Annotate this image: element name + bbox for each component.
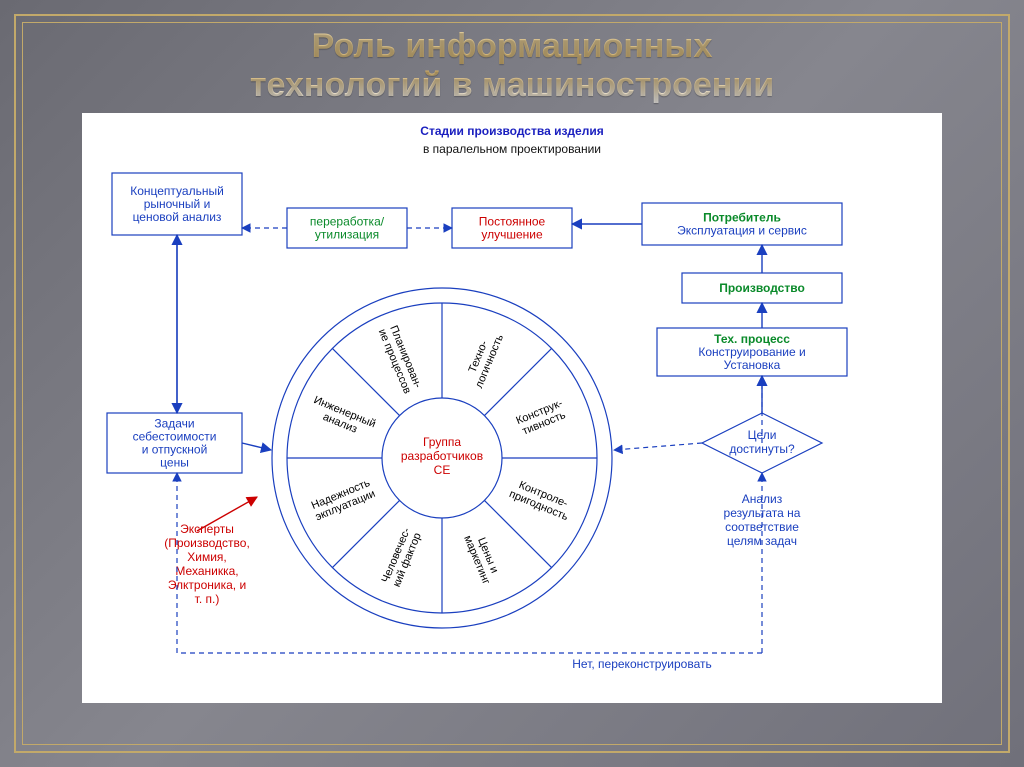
- svg-text:Конструирование и: Конструирование и: [698, 345, 805, 359]
- svg-text:Химия,: Химия,: [187, 550, 227, 564]
- svg-text:цены: цены: [160, 456, 189, 470]
- svg-text:в паралельном проектировании: в паралельном проектировании: [423, 142, 601, 156]
- arrow-12: [242, 443, 271, 450]
- svg-text:переработка/: переработка/: [310, 215, 385, 229]
- arrow-9: [614, 443, 702, 450]
- svg-text:достинуты?: достинуты?: [729, 442, 795, 456]
- wheel-seg-7: Планирован-ие процессов: [376, 323, 425, 396]
- svg-text:ценовой анализ: ценовой анализ: [133, 210, 222, 224]
- svg-text:Нет, переконструировать: Нет, переконструировать: [572, 657, 711, 671]
- slide: Роль информационныхтехнологий в машиност…: [0, 0, 1024, 767]
- svg-text:Группа: Группа: [423, 435, 461, 449]
- svg-text:т. п.): т. п.): [195, 592, 220, 606]
- svg-text:Производство: Производство: [719, 281, 805, 295]
- wheel-seg-6: Инженерныйанализ: [307, 394, 377, 441]
- svg-text:и отпускной: и отпускной: [142, 443, 208, 457]
- svg-text:Задачи: Задачи: [154, 417, 194, 431]
- wheel-seg-1: Конструк-тивность: [514, 397, 569, 438]
- svg-text:Постоянное: Постоянное: [479, 215, 546, 229]
- svg-text:Тех. процесс: Тех. процесс: [714, 332, 790, 346]
- inner-frame: Роль информационныхтехнологий в машиност…: [22, 22, 1002, 745]
- wheel-seg-3: Цены имаркетинг: [461, 529, 503, 586]
- svg-text:разработчиков: разработчиков: [401, 449, 483, 463]
- svg-text:Потребитель: Потребитель: [703, 211, 781, 225]
- wheel-seg-4: Человечес-кий фактор: [380, 526, 425, 589]
- wheel-seg-5: Надежностьэкплуатации: [309, 477, 377, 524]
- svg-text:Элктроника, и: Элктроника, и: [168, 578, 246, 592]
- outer-frame: Роль информационныхтехнологий в машиност…: [14, 14, 1010, 753]
- svg-text:рыночный и: рыночный и: [144, 197, 211, 211]
- svg-text:улучшение: улучшение: [481, 228, 543, 242]
- wheel-seg-0: Техно-логичность: [462, 328, 506, 390]
- diagram-svg: Стадии производства изделия в паралельном…: [82, 113, 942, 703]
- svg-text:Эксплуатация и сервис: Эксплуатация и сервис: [677, 224, 807, 238]
- svg-text:Стадии производства изделия: Стадии производства изделия: [420, 124, 603, 138]
- svg-text:Установка: Установка: [724, 358, 781, 372]
- slide-title: Роль информационныхтехнологий в машиност…: [250, 27, 774, 105]
- wheel-seg-2: Контроле-пригодность: [507, 477, 574, 523]
- svg-text:Эксперты: Эксперты: [180, 522, 234, 536]
- svg-text:Концептуальный: Концептуальный: [130, 184, 224, 198]
- svg-text:Механикка,: Механикка,: [175, 564, 238, 578]
- svg-text:утилизация: утилизация: [315, 228, 379, 242]
- svg-text:CE: CE: [434, 463, 451, 477]
- diagram-canvas: Стадии производства изделия в паралельном…: [82, 113, 942, 703]
- svg-text:себестоимости: себестоимости: [133, 430, 217, 444]
